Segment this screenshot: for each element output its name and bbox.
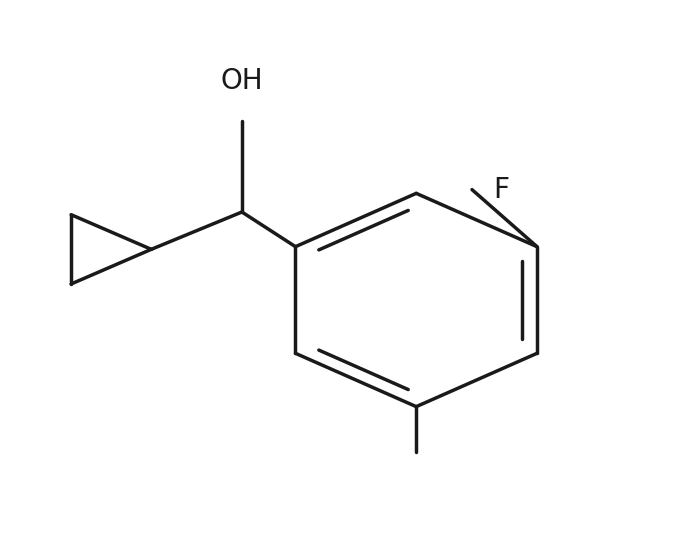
Text: OH: OH	[220, 66, 263, 95]
Text: F: F	[493, 176, 509, 204]
